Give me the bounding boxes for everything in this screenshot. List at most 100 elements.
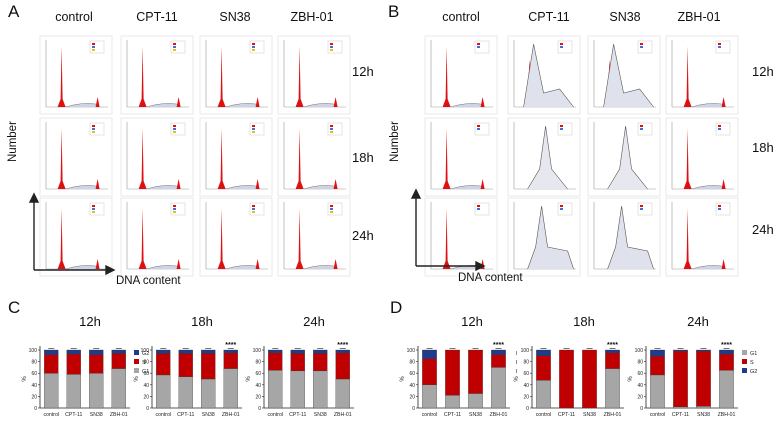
chart-d-18h: 0 20 40 60 80 100% control CPT-11 SN38 ZBH-01 **** (514, 342, 624, 418)
row-a-18h: 18h (352, 150, 374, 165)
hist-b-0-0 (424, 35, 498, 115)
g1-peak (138, 46, 147, 107)
y-axis-label: % (134, 376, 140, 382)
legend-label: S (142, 360, 146, 366)
g2-peak (333, 259, 338, 269)
histogram-frame (120, 117, 194, 197)
y-tick-label: 80 (523, 360, 529, 366)
significance-annotation: **** (493, 342, 504, 349)
bar-s-0 (156, 353, 171, 376)
s-phase-area (691, 185, 726, 190)
g1-peak (295, 46, 304, 107)
x-tick-label: CPT-11 (672, 412, 689, 418)
bar-s-3 (719, 353, 734, 371)
x-tick-label: CPT-11 (177, 412, 194, 418)
s-phase-peak (527, 125, 568, 190)
y-tick-label: 0 (258, 406, 261, 412)
header-b-cpt11: CPT-11 (528, 10, 570, 24)
x-tick-label: control (650, 412, 666, 418)
bar-g1-1 (66, 374, 81, 409)
y-tick-label: 100 (635, 348, 644, 354)
axis-dna-b: DNA content (458, 272, 523, 284)
bar-g1-3 (335, 378, 350, 409)
bar-g1-1 (445, 395, 460, 409)
panel-b-axis-arrows (410, 188, 486, 272)
hist-a-3-1 (277, 117, 351, 197)
y-tick-label: 20 (143, 394, 149, 400)
hist-a-1-0 (120, 35, 194, 115)
y-tick-label: 100 (141, 348, 150, 354)
g1-peak (295, 208, 304, 269)
hist-a-0-0 (39, 35, 113, 115)
chart-d3-title: 24h (687, 314, 709, 329)
y-tick-label: 60 (523, 371, 529, 377)
g2-peak (176, 259, 181, 269)
bar-g1-2 (89, 373, 104, 409)
bar-g1-1 (178, 376, 193, 409)
bar-g2-3 (335, 349, 350, 354)
x-tick-label: control (43, 412, 59, 418)
g2-peak (333, 97, 338, 107)
s-phase-area (146, 103, 181, 108)
bar-s-2 (89, 354, 104, 374)
g1-peak (442, 208, 451, 269)
row-b-12h: 12h (752, 64, 774, 79)
chart-d-12h: 0 20 40 60 80 100% control CPT-11 SN38 ZBH-01 ****… (400, 342, 518, 418)
bar-s-2 (201, 353, 216, 380)
g2-peak (480, 97, 485, 107)
x-tick-label: CPT-11 (558, 412, 575, 418)
bar-g1-0 (44, 373, 59, 409)
hist-b-2-0 (587, 35, 661, 115)
bar-s-0 (268, 352, 283, 371)
s-phase-area (303, 103, 338, 108)
g1-peak (217, 46, 226, 107)
legend-swatch (742, 350, 747, 355)
hist-a-3-2 (277, 197, 351, 277)
legend-swatch (742, 359, 747, 364)
hist-b-2-2 (587, 197, 661, 277)
x-tick-label: CPT-11 (65, 412, 82, 418)
x-tick-label: CPT-11 (289, 412, 306, 418)
y-axis-label: % (628, 376, 634, 382)
y-tick-label: 60 (31, 371, 37, 377)
histogram-frame (199, 197, 273, 277)
header-a-sn38: SN38 (219, 10, 251, 24)
hist-b-2-1 (587, 117, 661, 197)
s-phase-area (691, 103, 726, 108)
bar-g1-2 (468, 393, 483, 409)
g1-peak (683, 46, 692, 107)
y-tick-label: 60 (143, 371, 149, 377)
y-tick-label: 80 (409, 360, 415, 366)
header-a-zbh01: ZBH-01 (290, 10, 334, 24)
bar-s-0 (422, 358, 437, 385)
g2-peak (176, 179, 181, 189)
significance-annotation: **** (337, 342, 348, 349)
chart-c2-title: 18h (191, 314, 213, 329)
bar-g2-1 (178, 349, 193, 354)
s-phase-area (65, 185, 100, 190)
x-tick-label: SN38 (314, 412, 327, 418)
bar-s-3 (605, 352, 620, 369)
g2-peak (721, 97, 726, 107)
bar-g1-1 (673, 406, 688, 409)
hist-b-1-1 (507, 117, 581, 197)
legend-swatch (742, 368, 747, 373)
panel-a-label: A (8, 2, 20, 21)
bar-g1-3 (605, 368, 620, 409)
g2-peak (255, 259, 260, 269)
g2-peak (255, 179, 260, 189)
chart-c-18h: 0 20 40 60 80 100% control CPT-11 SN38 ZBH-01 **** (134, 342, 242, 418)
bar-s-0 (650, 356, 665, 376)
g2-peak (95, 179, 100, 189)
hist-b-1-2 (507, 197, 581, 277)
bar-s-1 (178, 353, 193, 377)
bar-g2-1 (290, 349, 305, 354)
header-b-control: control (442, 10, 480, 24)
bar-g2-1 (673, 349, 688, 352)
y-arrowhead-a (28, 192, 40, 203)
chart-d-24h: 0 20 40 60 80 100% control CPT-11 SN38 ZBH-01 ****… (628, 342, 757, 418)
x-tick-label: ZBH-01 (110, 412, 128, 418)
row-b-18h: 18h (752, 140, 774, 155)
s-phase-peak (607, 205, 654, 270)
